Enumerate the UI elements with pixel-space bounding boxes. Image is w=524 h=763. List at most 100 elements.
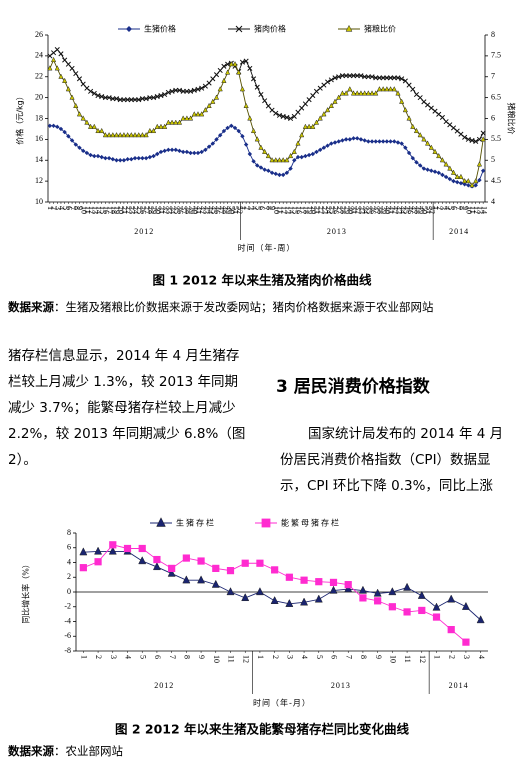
point-marker: [173, 147, 178, 153]
point-marker: [285, 598, 294, 607]
x-tick-label: 2: [94, 655, 103, 659]
x-tick-label: 7: [344, 655, 353, 659]
point-marker: [465, 177, 471, 184]
point-marker: [247, 115, 253, 121]
point-marker: [158, 92, 164, 99]
point-marker: [217, 86, 223, 92]
point-marker: [350, 90, 357, 96]
point-marker: [369, 90, 375, 96]
point-marker: [417, 95, 423, 101]
point-marker: [99, 94, 105, 100]
x-tick-label: 44: [205, 206, 214, 214]
point-marker: [314, 149, 319, 155]
point-marker: [462, 638, 470, 646]
group-label: 2013: [331, 681, 351, 690]
point-marker: [287, 152, 294, 159]
point-marker: [339, 90, 346, 96]
x-tick-label: 52: [235, 206, 244, 214]
point-marker: [328, 102, 334, 108]
x-tick-label: 39: [379, 206, 388, 214]
point-marker: [258, 91, 264, 98]
y2-tick-label: 6: [491, 113, 495, 122]
point-marker: [139, 132, 146, 138]
point-marker: [121, 97, 127, 103]
legend-label: 生猪存栏: [176, 518, 216, 528]
point-marker: [192, 150, 197, 156]
point-marker: [391, 75, 397, 81]
point-marker: [321, 111, 327, 117]
x-tick-label: 11: [276, 206, 285, 214]
point-marker: [211, 579, 220, 588]
point-marker: [399, 98, 405, 104]
x-tick-label: 36: [368, 206, 377, 214]
point-marker: [300, 597, 309, 606]
x-tick-label: 13: [476, 206, 485, 214]
point-marker: [213, 72, 220, 78]
x-tick-label: 14: [287, 206, 296, 214]
point-marker: [399, 76, 405, 82]
x-tick-label: 3: [286, 655, 295, 659]
point-marker: [380, 75, 386, 81]
x-tick-label: 11: [468, 206, 477, 214]
point-marker: [440, 172, 445, 178]
point-marker: [299, 132, 305, 138]
point-marker: [285, 573, 293, 581]
x-tick-label: 31: [157, 206, 166, 214]
x-tick-label: 2: [435, 206, 444, 210]
y2-tick-label: 7.5: [491, 51, 501, 60]
y2-tick-label: 5.5: [491, 134, 501, 143]
point-marker: [88, 152, 93, 158]
x-tick-label: 26: [139, 206, 148, 214]
point-marker: [203, 147, 208, 153]
point-marker: [325, 106, 331, 113]
point-marker: [232, 125, 238, 131]
point-marker: [195, 86, 201, 92]
point-marker: [374, 597, 382, 605]
point-marker: [350, 73, 357, 79]
point-marker: [477, 177, 482, 183]
point-marker: [273, 157, 279, 163]
point-marker: [169, 88, 175, 94]
point-marker: [162, 123, 168, 129]
x-tick-label: 4: [57, 206, 66, 210]
x-tick-label: 34: [361, 206, 370, 214]
point-marker: [106, 155, 112, 161]
point-marker: [217, 67, 223, 74]
point-marker: [325, 143, 330, 148]
point-marker: [455, 179, 460, 185]
point-marker: [469, 137, 475, 143]
point-marker: [476, 161, 483, 167]
point-marker: [270, 595, 279, 604]
point-marker: [225, 125, 230, 131]
point-marker: [344, 581, 352, 589]
point-marker: [121, 132, 127, 138]
point-marker: [255, 163, 260, 168]
point-marker: [366, 139, 371, 144]
point-marker: [54, 47, 60, 53]
y-tick-label: 16: [35, 134, 43, 143]
point-marker: [236, 69, 242, 75]
point-marker: [147, 95, 153, 101]
point-marker: [62, 57, 68, 63]
x-axis-label: 时间（年-周）: [238, 243, 296, 253]
point-marker: [406, 115, 412, 121]
x-tick-label: 4: [477, 655, 486, 659]
point-marker: [136, 132, 142, 138]
y-tick-label: 18: [35, 113, 43, 122]
x-tick-label: 2: [50, 206, 59, 210]
point-marker: [140, 155, 145, 161]
x-tick-label: 47: [409, 206, 418, 214]
point-marker: [339, 73, 345, 79]
x-tick-label: 24: [131, 206, 140, 214]
point-marker: [418, 606, 426, 615]
paragraph-line: 栏较上月减少 1.3%，较 2013 年同期: [8, 374, 238, 390]
point-marker: [65, 86, 71, 92]
point-marker: [80, 81, 86, 87]
x-tick-label: 3: [53, 206, 62, 210]
y2-tick-label: 4: [491, 197, 495, 206]
point-marker: [258, 165, 264, 170]
point-marker: [358, 90, 364, 96]
point-marker: [421, 166, 427, 171]
point-marker: [447, 176, 453, 182]
point-marker: [336, 74, 342, 80]
